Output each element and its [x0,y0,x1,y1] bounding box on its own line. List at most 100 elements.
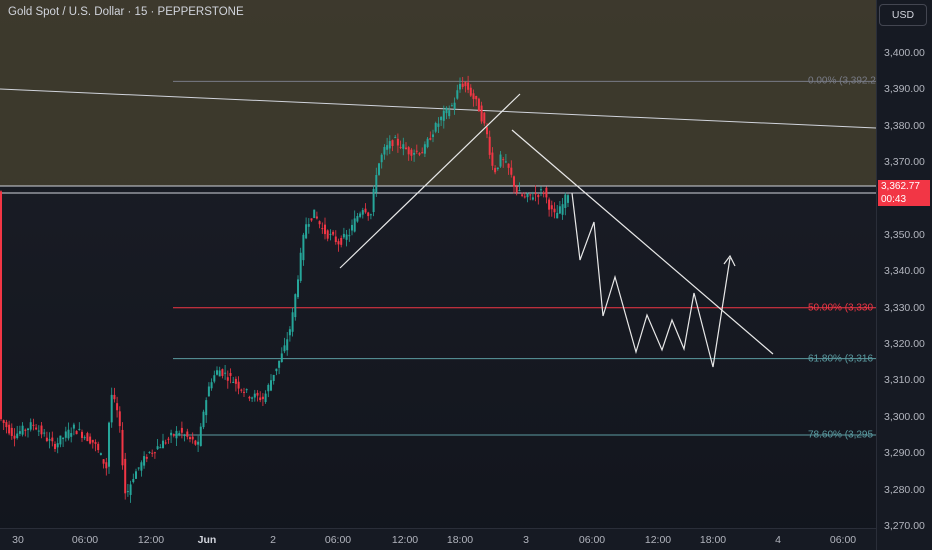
time-axis[interactable] [0,528,876,550]
price-chart[interactable] [0,0,876,528]
candle-body [261,396,264,400]
symbol-title[interactable]: Gold Spot / U.S. Dollar · 15 · PEPPERSTO… [8,6,244,18]
time-axis-label: 06:00 [324,534,352,546]
candle-body [494,168,497,173]
currency-button[interactable]: USD [879,4,927,26]
candle-body [24,429,27,431]
candle-body [191,436,194,440]
candle-body [245,389,248,391]
candle-body [48,439,51,441]
bar-countdown: 00:43 [881,194,907,205]
candle-body [372,188,375,213]
candle-body [567,195,569,203]
price-axis-label: 3,370.00 [884,156,925,169]
candle-body [35,427,38,430]
candle-body [434,123,437,132]
time-axis-label: 06:00 [578,534,606,546]
candle-body [415,150,418,152]
current-price-badge: 3,362.77 00:43 [878,180,930,206]
candle-body [286,339,289,351]
candle-body [175,430,178,439]
candle-body [129,484,132,495]
candle-body [448,110,451,117]
candle-body [445,107,448,114]
candle-body [561,204,564,215]
candle-body [156,446,159,450]
candle-body [402,144,405,149]
candle-body [305,224,308,239]
candle-body [278,360,281,368]
candle-body [180,427,183,433]
rising-wedge-line[interactable] [339,93,521,269]
candle-body [367,212,370,217]
candle-body [391,140,394,147]
candle-body [321,228,324,230]
price-axis-label: 3,320.00 [884,338,925,351]
descending-trendline-long[interactable] [0,88,876,129]
candle-body [280,353,283,363]
candle-body [342,233,345,238]
candle-body [437,123,440,127]
candle-body [151,452,154,454]
candle-body [37,430,40,432]
price-axis[interactable]: USD [876,0,932,550]
candle-body [378,163,380,175]
price-axis-label: 3,350.00 [884,228,925,241]
fib-level-label: 78.60% (3,295 [808,429,874,441]
candle-body [504,161,507,163]
time-axis-label: 2 [270,534,276,546]
candle-body [380,154,383,163]
candle-body [218,370,221,377]
candle-body [423,144,426,154]
candle-body [164,442,167,444]
candle-body [170,432,173,436]
projected-path[interactable] [571,192,731,368]
candle-body [388,141,391,149]
candle-body [429,138,432,140]
candle-body [259,397,262,401]
candle-body [318,221,321,225]
candle-body [110,394,113,423]
candle-body [453,102,456,110]
candle-body [202,411,205,428]
time-axis-label: Jun [197,534,217,546]
candle-body [426,138,429,148]
candle-body [545,187,548,198]
candle-body [248,396,251,399]
candle-body [421,152,424,154]
candle-body [513,176,515,187]
fib-level-label: 61.80% (3,316 [808,353,874,365]
candle-body [21,425,24,435]
candle-body [307,224,310,227]
candle-body [432,134,434,137]
candle-body [291,312,294,332]
candle-body [553,208,556,213]
price-axis-label: 3,300.00 [884,410,925,423]
candle-body [340,237,343,245]
candle-body [396,138,399,146]
candle-body [407,147,410,155]
candle-body [518,190,521,192]
candle-body [272,374,275,381]
descending-channel-line[interactable] [511,129,774,355]
candle-body [521,194,524,196]
candle-body [205,400,208,416]
candle-body [78,428,81,430]
candle-body [534,193,537,195]
candle-body [126,491,129,493]
candle-body [113,394,116,400]
candle-body [383,146,386,155]
candle-body [132,479,135,483]
candle-body [386,145,389,150]
candle-body [283,345,286,352]
fib-level-label: 0.00% (3,392.2 [808,75,876,87]
candle-body [143,456,146,466]
candle-body [253,393,256,398]
candle-body [345,234,348,240]
price-axis-label: 3,400.00 [884,47,925,59]
candle-body [486,127,488,135]
candle-body [8,424,11,434]
candle-body [531,197,534,200]
candle-body [256,392,259,396]
candle-body [135,471,137,479]
